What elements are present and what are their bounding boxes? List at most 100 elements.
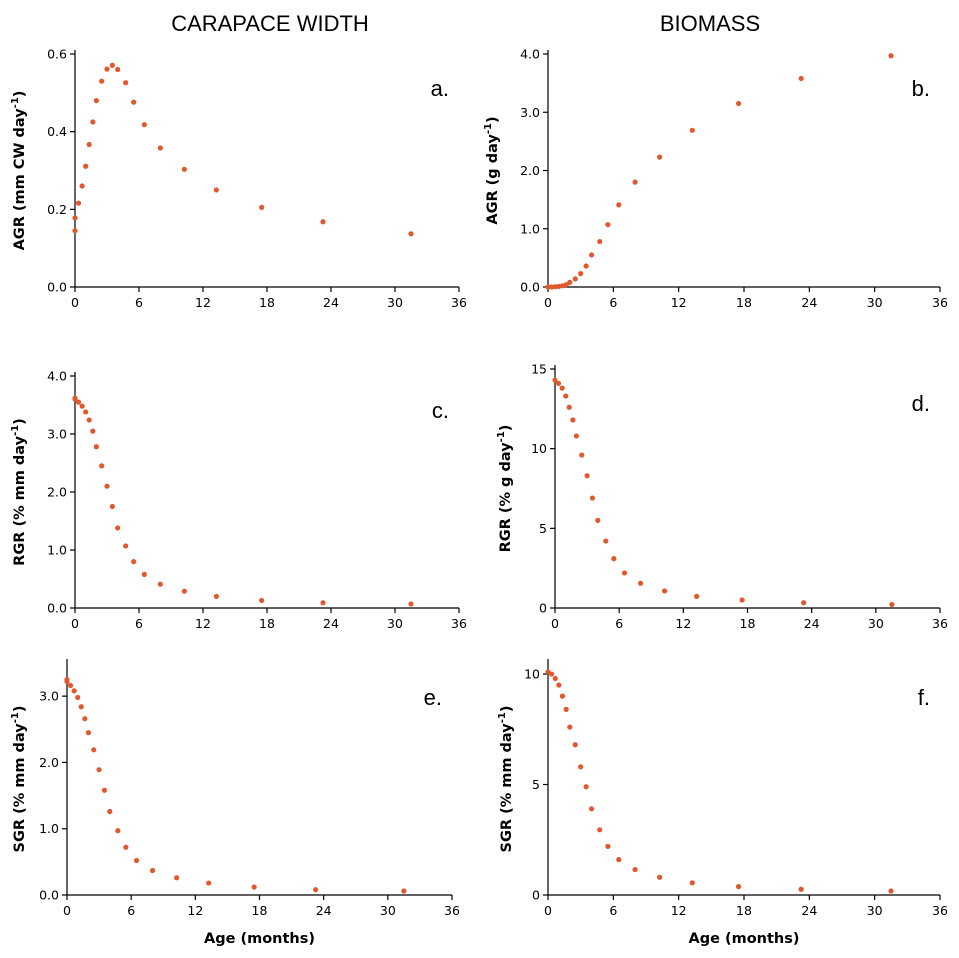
data-point [572, 742, 578, 748]
panel-e: 0 6 12 18 24 30 36 0.0 1.0 2.0 3.0 SGR (% mm day-1)… [10, 659, 460, 947]
y-axis-label-f: SGR (% mm day-1) [497, 706, 515, 853]
data-point [570, 417, 576, 423]
data-point [109, 62, 115, 68]
panel-label-a: a. [431, 76, 449, 101]
y-axis-label-superscript: -1 [10, 712, 21, 723]
data-point [548, 284, 555, 290]
data-point [662, 588, 668, 594]
data-point [408, 231, 414, 237]
data-point [889, 601, 895, 608]
data-point [605, 843, 611, 849]
y-axis-label-b: AGR (g day-1) [483, 116, 501, 224]
data-point [90, 428, 96, 434]
y-tick-label: 5 [532, 777, 540, 792]
data-point [75, 200, 82, 206]
x-tick-label: 30 [868, 616, 884, 631]
y-axis-label-text: RGR (% mm day [12, 435, 28, 565]
data-point [101, 787, 108, 793]
data-point [583, 263, 589, 269]
x-tick-label: 12 [675, 616, 691, 631]
data-point [559, 693, 566, 699]
data-point [689, 880, 695, 886]
y-tick-label: 4.0 [47, 369, 67, 384]
y-axis-label-superscript: -1 [497, 712, 508, 723]
data-point [603, 538, 609, 544]
y-axis-label-suffix: ) [485, 116, 501, 123]
data-point [801, 600, 807, 606]
data-point [798, 886, 804, 892]
data-point [93, 98, 99, 104]
data-point [90, 119, 96, 125]
x-tick-label: 0 [544, 295, 552, 310]
data-point [72, 215, 78, 221]
data-point [566, 404, 572, 410]
data-point [131, 559, 137, 565]
x-tick-label: 12 [195, 616, 211, 631]
x-tick-label: 0 [71, 616, 79, 631]
data-point [320, 600, 326, 606]
data-point [888, 888, 894, 894]
data-point [115, 525, 121, 531]
x-tick-label: 6 [135, 295, 143, 310]
data-point [123, 844, 129, 850]
y-axis-label-text: AGR (mm CW day [12, 108, 28, 251]
x-tick-label: 36 [932, 903, 948, 918]
y-axis-label-a: AGR (mm CW day-1) [10, 91, 28, 251]
data-point [259, 204, 265, 210]
y-axis-label-text: SGR (% mm day [12, 723, 28, 853]
y-tick-label: 15 [531, 362, 547, 377]
panel-d: 0 6 12 18 24 30 36 0 5 10 15 RGR (% g day-1) d. [496, 362, 948, 632]
data-point [251, 884, 257, 890]
x-tick-label: 0 [544, 903, 552, 918]
y-tick-label: 1.0 [47, 543, 67, 558]
data-point [109, 503, 115, 510]
data-point [67, 682, 74, 689]
y-tick-label: 0.0 [39, 888, 59, 903]
panel-a: 0 6 12 18 24 30 36 0.0 0.2 0.4 0.6 AGR (mm CW day-1… [10, 47, 467, 311]
y-axis-label-text: RGR (% g day [498, 442, 514, 553]
data-point [572, 276, 578, 282]
data-point [588, 252, 595, 258]
y-tick-label: 2.0 [520, 163, 540, 178]
panel-label-c: c. [432, 398, 449, 423]
y-tick-label: 0.0 [520, 280, 540, 295]
data-point [597, 827, 603, 833]
y-axis-label-text: SGR (% mm day [499, 723, 515, 853]
y-tick-label: 1.0 [39, 821, 59, 836]
x-tick-label: 36 [451, 295, 467, 310]
x-tick-label: 12 [195, 295, 211, 310]
y-tick-label: 2.0 [47, 485, 67, 500]
x-tick-label: 18 [259, 616, 275, 631]
x-tick-label: 36 [444, 903, 460, 918]
data-point [584, 473, 590, 479]
data-point [104, 66, 110, 72]
data-point [735, 100, 742, 107]
data-point [157, 581, 163, 587]
data-point [149, 867, 156, 874]
data-point [96, 767, 102, 773]
x-tick-label: 30 [867, 295, 883, 310]
y-tick-label: 0.2 [47, 202, 67, 217]
y-axis-label-suffix: ) [498, 425, 514, 432]
x-tick-label: 36 [932, 616, 948, 631]
x-tick-label: 12 [187, 903, 203, 918]
y-tick-label: 0.6 [47, 47, 67, 62]
data-point [79, 403, 85, 409]
data-point [104, 483, 110, 489]
y-tick-label: 0.0 [47, 601, 67, 616]
data-point [85, 730, 91, 736]
x-tick-label: 24 [323, 295, 339, 310]
data-point [75, 399, 82, 405]
data-point [694, 593, 700, 599]
data-point [115, 66, 121, 73]
data-point [79, 183, 85, 189]
x-tick-label: 6 [615, 616, 623, 631]
y-axis-label-e: SGR (% mm day-1) [10, 706, 28, 853]
data-point [632, 179, 638, 185]
data-point [595, 517, 601, 523]
x-tick-label: 36 [451, 616, 467, 631]
data-point [181, 588, 187, 594]
x-tick-label: 0 [551, 616, 559, 631]
